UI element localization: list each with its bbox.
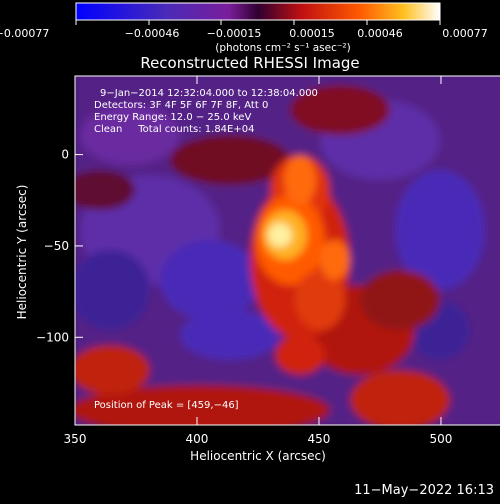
x-tick-label: 350: [64, 432, 87, 446]
annotation-energy: Energy Range: 12.0 − 25.0 keV: [94, 112, 251, 123]
annotation-time: 9−Jan−2014 12:32:04.000 to 12:38:04.000: [100, 88, 318, 99]
colorbar-ticks: [75, 20, 441, 25]
colorbar-tick-label: 0.00077: [442, 27, 488, 40]
plot-frame: [74, 75, 500, 426]
x-tick-label: 500: [430, 432, 453, 446]
colorbar: [75, 2, 441, 21]
y-tick-label: −50: [44, 239, 69, 253]
footer-timestamp: 11−May−2022 16:13: [354, 483, 494, 498]
colorbar-tick-label: 0.00015: [289, 27, 335, 40]
colorbar-tick-label: −0.00046: [125, 27, 180, 40]
x-axis-label: Heliocentric X (arcsec): [190, 449, 326, 463]
chart-title: Reconstructed RHESSI Image: [140, 54, 359, 72]
x-axis: 350 400 450 500: [64, 76, 453, 446]
colorbar-tick-label: 0.00046: [357, 27, 403, 40]
annotation-block: 9−Jan−2014 12:32:04.000 to 12:38:04.000 …: [94, 88, 318, 411]
peak-position-label: Position of Peak = [459,−46]: [94, 400, 239, 411]
colorbar-label: (photons cm⁻² s⁻¹ asec⁻²): [215, 42, 350, 54]
colorbar-tick-label: −0.00015: [207, 27, 262, 40]
colorbar-tick-label: −0.00077: [0, 27, 49, 40]
y-tick-label: 0: [61, 148, 69, 162]
heatmap: [75, 76, 500, 425]
x-tick-label: 450: [308, 432, 331, 446]
y-axis-label: Heliocentric Y (arcsec): [15, 185, 29, 320]
annotation-counts: Clean Total counts: 1.84E+04: [94, 124, 254, 135]
annotation-detectors: Detectors: 3F 4F 5F 6F 7F 8F, Att 0: [94, 100, 268, 111]
y-tick-label: −100: [36, 330, 69, 344]
x-tick-label: 400: [186, 432, 209, 446]
y-axis: 0 −50 −100: [36, 148, 83, 344]
